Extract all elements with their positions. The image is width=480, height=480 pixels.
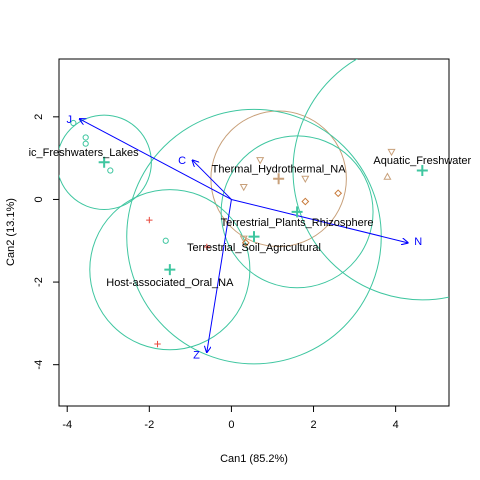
data-point-9 [239, 184, 248, 192]
data-point-13 [383, 172, 392, 180]
group-circle-5 [89, 189, 251, 351]
group-centroid-4 [248, 231, 260, 243]
data-point-12 [239, 235, 248, 243]
group-circle-0 [59, 114, 152, 210]
vector-arrow-Z [207, 199, 232, 352]
vector-arrow-J [80, 119, 232, 200]
vector-arrow-N [231, 198, 408, 242]
group-circles [59, 59, 449, 365]
plot-frame [58, 58, 450, 407]
data-point-11 [387, 148, 396, 157]
data-point-8 [256, 157, 265, 165]
x-axis-label: Can1 (85.2%) [220, 453, 288, 465]
x-tick-label: 0 [228, 419, 234, 431]
group-label-5: Host-associated_Oral_NA [106, 277, 234, 289]
data-points [70, 119, 396, 348]
biplot-vectors [80, 119, 408, 352]
data-point-1 [82, 134, 89, 141]
vector-arrow-C [192, 160, 232, 200]
group-centroid-0 [98, 156, 110, 168]
group-circle-2 [292, 59, 449, 301]
vector-label-J: J [67, 114, 73, 126]
y-tick-label: -4 [33, 360, 45, 370]
group-circle-3 [220, 135, 374, 289]
vector-labels: J C N Z [67, 114, 423, 361]
x-tick-label: -2 [144, 419, 154, 431]
group-centroids [98, 156, 428, 276]
x-tick-label: -4 [62, 419, 72, 431]
group-label-4: Terrestrial_Soil_Agricultural [187, 242, 321, 254]
y-axis: -4 -2 0 2 [33, 114, 59, 370]
group-labels: ic_Freshwaters_Lakes Thermal_Hydrothermal… [29, 147, 472, 289]
x-tick-label: 2 [310, 419, 316, 431]
group-centroid-1 [273, 173, 285, 185]
vector-label-N: N [414, 236, 422, 248]
data-point-6 [154, 340, 161, 348]
vector-label-C: C [178, 155, 186, 167]
group-label-1: Thermal_Hydrothermal_NA [212, 163, 347, 175]
data-point-7 [203, 243, 210, 251]
group-label-3: Terrestrial_Plants_Rhizosphere [221, 217, 374, 229]
data-point-4 [162, 237, 169, 244]
group-label-0: ic_Freshwaters_Lakes [29, 147, 140, 159]
data-point-5 [146, 216, 153, 224]
x-tick-label: 4 [393, 419, 399, 431]
y-tick-label: -2 [33, 277, 45, 287]
data-point-10 [301, 175, 310, 184]
group-centroid-3 [291, 206, 303, 218]
data-point-16 [241, 238, 250, 247]
group-label-2: Aquatic_Freshwater [373, 155, 471, 167]
data-point-2 [82, 140, 89, 147]
data-point-0 [70, 119, 77, 127]
x-axis: -4 -2 0 2 4 [62, 406, 399, 431]
data-point-15 [334, 189, 343, 198]
y-tick-label: 0 [33, 196, 45, 202]
group-centroid-2 [416, 165, 428, 177]
group-centroid-5 [164, 264, 176, 276]
y-axis-label: Can2 (13.1%) [5, 198, 17, 266]
y-tick-label: 2 [33, 114, 45, 120]
data-point-3 [107, 167, 114, 174]
data-point-14 [301, 197, 310, 206]
vector-label-Z: Z [193, 349, 200, 361]
